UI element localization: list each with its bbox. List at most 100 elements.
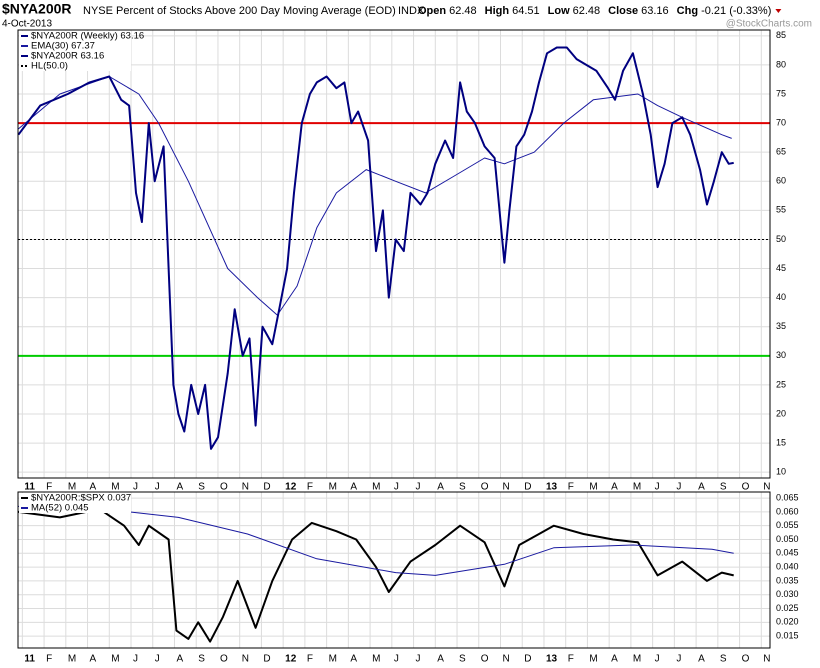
x-tick-label: S — [198, 654, 205, 665]
chart-title: $NYA200R — [2, 1, 72, 17]
x-tick-label: 13 — [546, 654, 558, 665]
x-tick-label: D — [524, 654, 531, 665]
legend-bg — [19, 41, 131, 51]
date: 4-Oct-2013 — [2, 19, 52, 30]
y-tick-label: 0.025 — [776, 603, 799, 613]
y-tick-label: 70 — [776, 117, 786, 127]
chg-arrow — [775, 9, 782, 13]
x-tick-label: F — [307, 482, 313, 493]
y-tick-label: 0.060 — [776, 506, 799, 516]
x-tick-label: S — [198, 482, 205, 493]
x-tick-label: F — [568, 482, 574, 493]
x-tick-label: J — [416, 482, 421, 493]
quote-label: Open — [418, 5, 446, 17]
x-tick-label: A — [698, 654, 705, 665]
quote-label: Close — [608, 5, 638, 17]
x-tick-label: S — [459, 482, 466, 493]
x-tick-label: O — [481, 654, 489, 665]
y-tick-label: 80 — [776, 59, 786, 69]
x-tick-label: D — [263, 654, 270, 665]
y-tick-label: 0.015 — [776, 631, 799, 641]
x-tick-label: A — [611, 482, 618, 493]
legend-label: MA(52) 0.045 — [31, 503, 89, 514]
x-tick-label: S — [459, 654, 466, 665]
y-tick-label: 0.055 — [776, 520, 799, 530]
x-tick-label: O — [220, 482, 228, 493]
x-tick-label: 12 — [285, 482, 297, 493]
x-tick-label: J — [133, 482, 138, 493]
y-tick-label: 10 — [776, 467, 786, 477]
y-tick-label: 55 — [776, 205, 786, 215]
legend-label: $NYA200R 63.16 — [31, 51, 104, 62]
y-tick-label: 0.035 — [776, 575, 799, 585]
x-tick-label: F — [46, 654, 52, 665]
x-tick-label: J — [155, 654, 160, 665]
legend-label: HL(50.0) — [31, 61, 68, 72]
y-tick-label: 60 — [776, 176, 786, 186]
x-tick-label: M — [329, 654, 337, 665]
x-tick-label: J — [416, 654, 421, 665]
x-tick-label: N — [502, 654, 509, 665]
y-tick-label: 65 — [776, 147, 786, 157]
x-tick-label: M — [68, 654, 76, 665]
x-tick-label: A — [437, 482, 444, 493]
x-tick-label: M — [633, 482, 641, 493]
x-tick-label: J — [133, 654, 138, 665]
legend-label: EMA(30) 67.37 — [31, 41, 95, 52]
x-tick-label: A — [90, 482, 97, 493]
x-tick-label: F — [307, 654, 313, 665]
x-tick-label: M — [633, 654, 641, 665]
x-tick-label: A — [611, 654, 618, 665]
chart-subtitle: NYSE Percent of Stocks Above 200 Day Mov… — [83, 5, 396, 17]
y-tick-label: 0.045 — [776, 548, 799, 558]
x-tick-label: F — [568, 654, 574, 665]
x-tick-label: A — [350, 482, 357, 493]
x-tick-label: J — [155, 482, 160, 493]
legend-bg — [19, 493, 131, 503]
x-tick-label: A — [176, 482, 183, 493]
y-tick-label: 40 — [776, 292, 786, 302]
y-tick-label: 0.020 — [776, 617, 799, 627]
y-tick-label: 75 — [776, 88, 786, 98]
legend-bg — [19, 51, 131, 61]
x-tick-label: J — [394, 654, 399, 665]
x-tick-label: A — [698, 482, 705, 493]
x-tick-label: J — [676, 482, 681, 493]
x-tick-label: J — [394, 482, 399, 493]
series-line — [18, 505, 734, 576]
x-tick-label: J — [676, 654, 681, 665]
x-tick-label: N — [242, 482, 249, 493]
quote-value: -0.21 (-0.33%) — [701, 5, 771, 17]
x-tick-label: 11 — [24, 482, 35, 493]
x-tick-label: S — [720, 654, 727, 665]
legend-bg — [19, 61, 131, 71]
series-line — [18, 508, 734, 643]
x-tick-label: M — [68, 482, 76, 493]
y-tick-label: 0.050 — [776, 534, 799, 544]
quote-label: Chg — [677, 5, 698, 17]
exchange: INDX — [398, 5, 425, 17]
x-tick-label: M — [589, 482, 597, 493]
x-tick-label: N — [763, 482, 770, 493]
x-tick-label: N — [242, 654, 249, 665]
y-tick-label: 30 — [776, 350, 786, 360]
x-tick-label: M — [372, 482, 380, 493]
quote-label: High — [485, 5, 510, 17]
y-tick-label: 0.030 — [776, 589, 799, 599]
x-tick-label: O — [742, 482, 750, 493]
plot-frame — [17, 491, 771, 649]
y-tick-label: 35 — [776, 321, 786, 331]
y-tick-label: 15 — [776, 437, 786, 447]
x-tick-label: N — [763, 654, 770, 665]
legend-bg — [19, 503, 131, 513]
quote-value: 63.16 — [641, 5, 669, 17]
y-tick-label: 50 — [776, 234, 786, 244]
x-tick-label: M — [329, 482, 337, 493]
x-tick-label: 11 — [24, 654, 35, 665]
y-tick-label: 0.040 — [776, 561, 799, 571]
quote-value: 62.48 — [449, 5, 477, 17]
x-tick-label: A — [437, 654, 444, 665]
x-tick-label: S — [720, 482, 727, 493]
quote-label: Low — [548, 5, 570, 17]
